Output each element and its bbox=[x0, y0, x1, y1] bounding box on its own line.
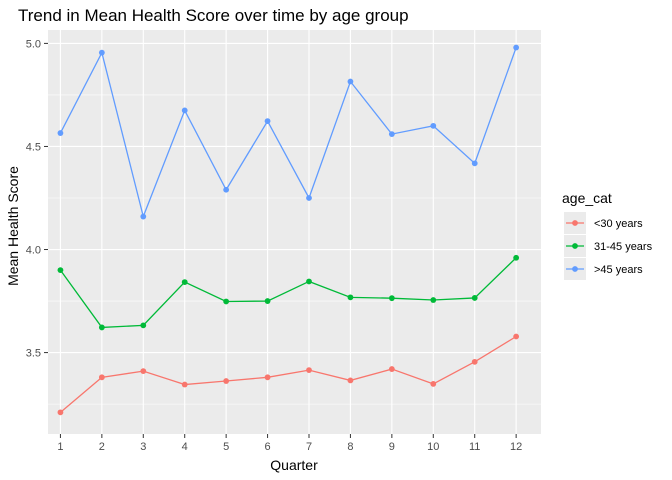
x-tick-label: 4 bbox=[182, 441, 188, 453]
legend-key-point bbox=[572, 243, 578, 249]
data-point bbox=[264, 374, 271, 381]
data-point bbox=[388, 131, 395, 137]
grid-major bbox=[48, 30, 541, 434]
data-point bbox=[306, 195, 312, 201]
legend-title: age_cat bbox=[562, 190, 612, 206]
data-point bbox=[98, 49, 105, 56]
data-point bbox=[223, 298, 230, 305]
legend: age_cat <30 years 31-45 years >45 years bbox=[562, 190, 653, 280]
data-point bbox=[306, 278, 312, 285]
data-point bbox=[264, 118, 271, 125]
data-point bbox=[471, 358, 478, 365]
x-tick-label: 1 bbox=[57, 441, 63, 453]
data-point bbox=[347, 78, 354, 85]
x-tick-label: 9 bbox=[389, 441, 395, 453]
data-point bbox=[513, 44, 520, 51]
x-tick-label: 2 bbox=[99, 441, 105, 453]
legend-label: 31-45 years bbox=[594, 241, 653, 253]
x-tick-label: 7 bbox=[306, 441, 312, 453]
y-tick-label: 4.5 bbox=[26, 141, 41, 153]
y-tick-label: 3.5 bbox=[26, 348, 41, 360]
y-tick-label: 4.0 bbox=[26, 245, 41, 257]
data-point bbox=[347, 377, 354, 384]
x-tick-label: 5 bbox=[223, 441, 229, 453]
y-axis: 3.5 4.0 4.5 5.0 bbox=[26, 38, 48, 360]
data-point bbox=[471, 160, 478, 167]
grid-minor bbox=[48, 94, 541, 405]
legend-items: <30 years 31-45 years >45 years bbox=[564, 212, 653, 280]
data-point bbox=[513, 333, 520, 340]
data-point bbox=[264, 298, 271, 304]
x-axis-title: Quarter bbox=[270, 457, 318, 473]
data-point bbox=[140, 322, 147, 329]
series-points bbox=[57, 44, 520, 416]
data-point bbox=[430, 381, 437, 387]
x-tick-label: 12 bbox=[510, 441, 522, 453]
data-point bbox=[430, 297, 437, 303]
data-point bbox=[98, 374, 105, 381]
data-point bbox=[223, 186, 230, 193]
data-point bbox=[388, 295, 395, 302]
x-tick-label: 3 bbox=[140, 441, 146, 453]
y-tick-label: 5.0 bbox=[26, 38, 41, 50]
data-point bbox=[430, 122, 437, 129]
x-tick-label: 8 bbox=[347, 441, 353, 453]
data-point bbox=[98, 324, 105, 331]
data-point bbox=[140, 213, 147, 220]
x-tick-label: 6 bbox=[265, 441, 271, 453]
data-point bbox=[181, 279, 188, 285]
series-line-2 bbox=[59, 47, 517, 219]
x-tick-label: 11 bbox=[469, 441, 480, 453]
data-point bbox=[388, 366, 395, 372]
data-point bbox=[140, 368, 147, 375]
chart-title: Trend in Mean Health Score over time by … bbox=[18, 6, 409, 25]
data-point bbox=[513, 254, 520, 261]
y-axis-title: Mean Health Score bbox=[5, 166, 21, 286]
plot-panel bbox=[48, 30, 541, 434]
data-point bbox=[57, 267, 64, 274]
legend-label: <30 years bbox=[594, 218, 643, 230]
x-axis: 1 2 3 4 5 6 7 8 9 10 11 12 bbox=[57, 434, 522, 453]
legend-label: >45 years bbox=[594, 264, 643, 276]
data-point bbox=[347, 294, 354, 301]
data-point bbox=[223, 378, 230, 384]
series-lines bbox=[59, 47, 517, 413]
data-point bbox=[181, 381, 188, 388]
data-point bbox=[471, 295, 478, 301]
x-tick-label: 10 bbox=[427, 441, 439, 453]
data-point bbox=[57, 130, 64, 136]
data-point bbox=[306, 367, 312, 374]
legend-key-point bbox=[572, 266, 578, 272]
series-line-1 bbox=[59, 257, 517, 329]
data-point bbox=[181, 107, 188, 114]
data-point bbox=[57, 409, 64, 416]
series-line-0 bbox=[60, 335, 517, 413]
legend-key-point bbox=[572, 220, 578, 226]
